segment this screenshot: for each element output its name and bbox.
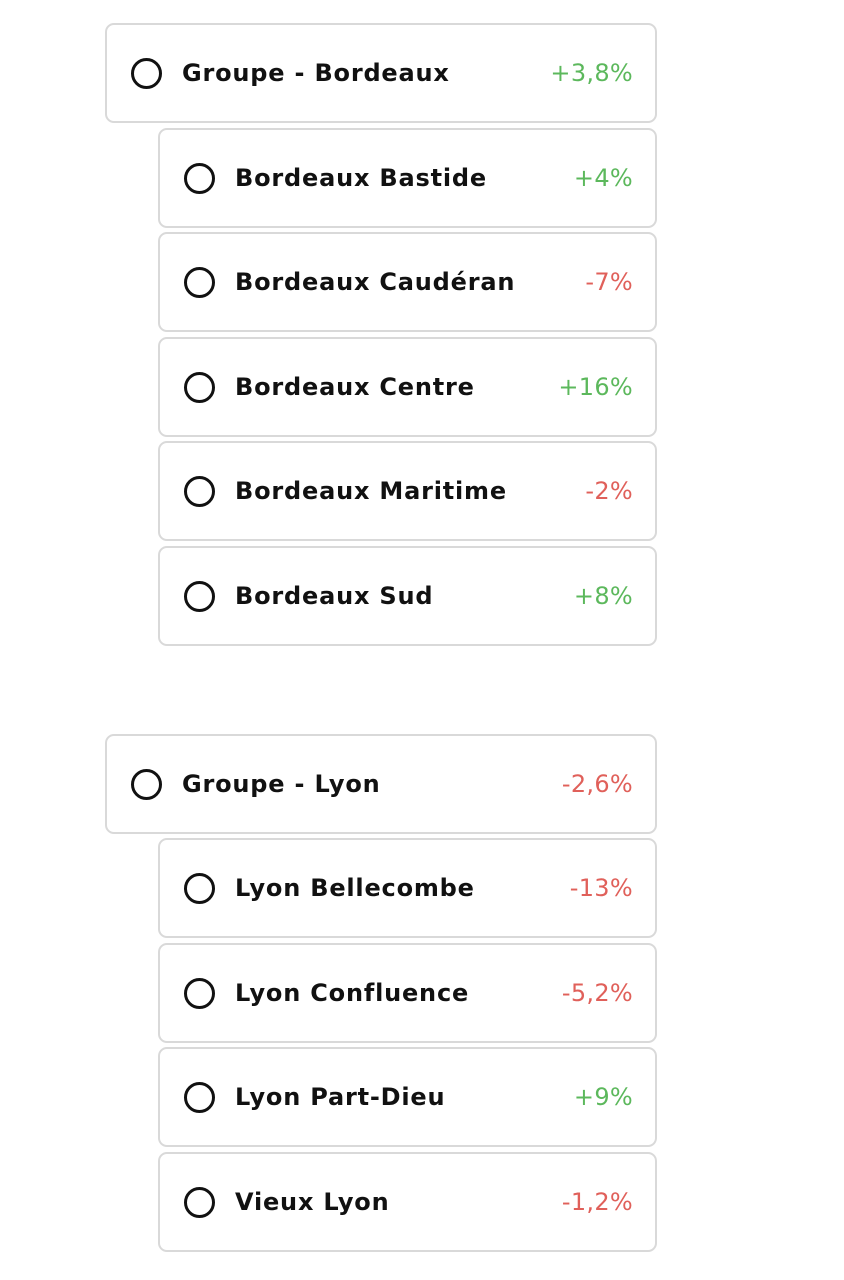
group-name: Groupe - Lyon [182,770,381,798]
radio-button-icon[interactable] [184,1186,215,1218]
location-name: Lyon Part-Dieu [235,1083,446,1111]
group-name: Groupe - Bordeaux [182,59,450,87]
radio-button-icon[interactable] [184,1081,215,1113]
location-name: Bordeaux Bastide [235,164,487,192]
location-row-bordeaux-centre[interactable]: Bordeaux Centre +16% [158,337,657,437]
location-name: Bordeaux Caudéran [235,268,516,296]
change-percentage: +16% [558,373,633,401]
location-row-lyon-bellecombe[interactable]: Lyon Bellecombe -13% [158,838,657,938]
location-name: Lyon Confluence [235,979,470,1007]
location-row-vieux-lyon[interactable]: Vieux Lyon -1,2% [158,1152,657,1252]
location-name: Bordeaux Centre [235,373,475,401]
location-row-lyon-confluence[interactable]: Lyon Confluence -5,2% [158,943,657,1043]
radio-button-icon[interactable] [131,57,162,89]
change-percentage: -5,2% [561,979,633,1007]
radio-button-icon[interactable] [184,162,215,194]
location-row-bordeaux-sud[interactable]: Bordeaux Sud +8% [158,546,657,646]
change-percentage: +3,8% [550,59,633,87]
radio-button-icon[interactable] [184,580,215,612]
radio-button-icon[interactable] [131,768,162,800]
radio-button-icon[interactable] [184,475,215,507]
radio-button-icon[interactable] [184,266,215,298]
location-name: Bordeaux Sud [235,582,434,610]
location-row-bordeaux-maritime[interactable]: Bordeaux Maritime -2% [158,441,657,541]
location-name: Vieux Lyon [235,1188,390,1216]
change-percentage: -13% [569,874,633,902]
location-row-bordeaux-cauderan[interactable]: Bordeaux Caudéran -7% [158,232,657,332]
location-name: Lyon Bellecombe [235,874,475,902]
group-row-bordeaux[interactable]: Groupe - Bordeaux +3,8% [105,23,657,123]
location-name: Bordeaux Maritime [235,477,507,505]
change-percentage: -2,6% [561,770,633,798]
group-row-lyon[interactable]: Groupe - Lyon -2,6% [105,734,657,834]
change-percentage: +4% [573,164,633,192]
change-percentage: -1,2% [561,1188,633,1216]
location-row-lyon-part-dieu[interactable]: Lyon Part-Dieu +9% [158,1047,657,1147]
change-percentage: +8% [573,582,633,610]
change-percentage: -7% [585,268,633,296]
radio-button-icon[interactable] [184,977,215,1009]
change-percentage: +9% [573,1083,633,1111]
change-percentage: -2% [585,477,633,505]
radio-button-icon[interactable] [184,371,215,403]
location-row-bordeaux-bastide[interactable]: Bordeaux Bastide +4% [158,128,657,228]
radio-button-icon[interactable] [184,872,215,904]
